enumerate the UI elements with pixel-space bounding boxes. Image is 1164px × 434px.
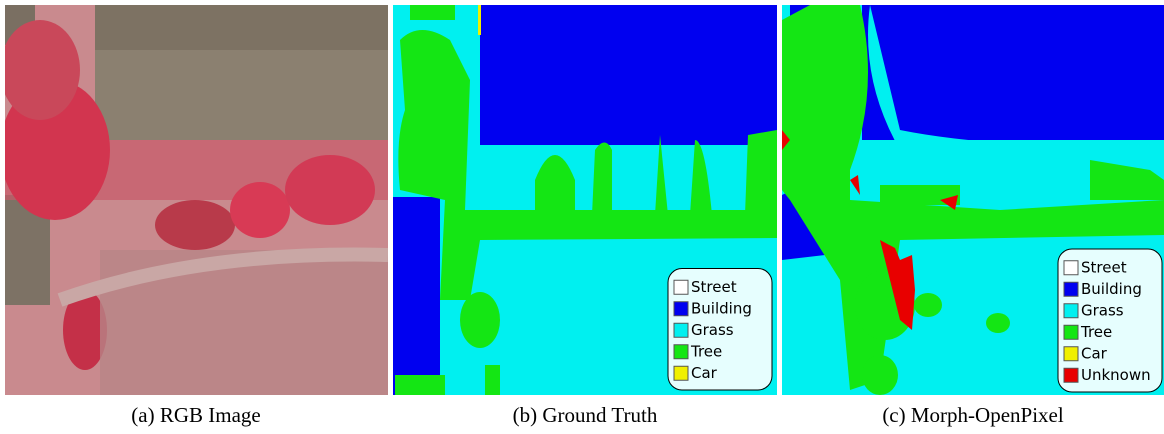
caption: (a) RGB Image: [131, 403, 260, 427]
caption: (c) Morph-OpenPixel: [882, 403, 1064, 427]
legend-swatch: [1064, 347, 1078, 361]
legend-label: Building: [1081, 280, 1142, 298]
caption: (b) Ground Truth: [513, 403, 658, 427]
legend-label: Grass: [691, 321, 734, 339]
legend-swatch: [1064, 325, 1078, 339]
legend-swatch: [1064, 282, 1078, 296]
legend-swatch: [674, 345, 688, 359]
legend-label: Street: [1081, 258, 1127, 276]
legend-swatch: [1064, 368, 1078, 382]
legend-label: Unknown: [1081, 366, 1151, 384]
rgb-image: [0, 5, 388, 395]
legend-swatch: [674, 366, 688, 380]
legend-swatch: [674, 302, 688, 316]
legend-swatch: [674, 280, 688, 294]
legend-label: Grass: [1081, 301, 1124, 319]
legend-label: Building: [691, 299, 752, 317]
legend-swatch: [1064, 261, 1078, 275]
legend-label: Tree: [1080, 323, 1112, 341]
legend-label: Car: [691, 364, 718, 382]
legend-label: Tree: [690, 342, 722, 360]
legend-label: Street: [691, 278, 737, 296]
figure: Street Building Grass Tree Car Street Building…: [0, 0, 1164, 434]
legend-swatch: [674, 323, 688, 337]
page: Street Building Grass Tree Car Street Building…: [0, 0, 1164, 434]
legend-swatch: [1064, 304, 1078, 318]
legend-label: Car: [1081, 344, 1108, 362]
